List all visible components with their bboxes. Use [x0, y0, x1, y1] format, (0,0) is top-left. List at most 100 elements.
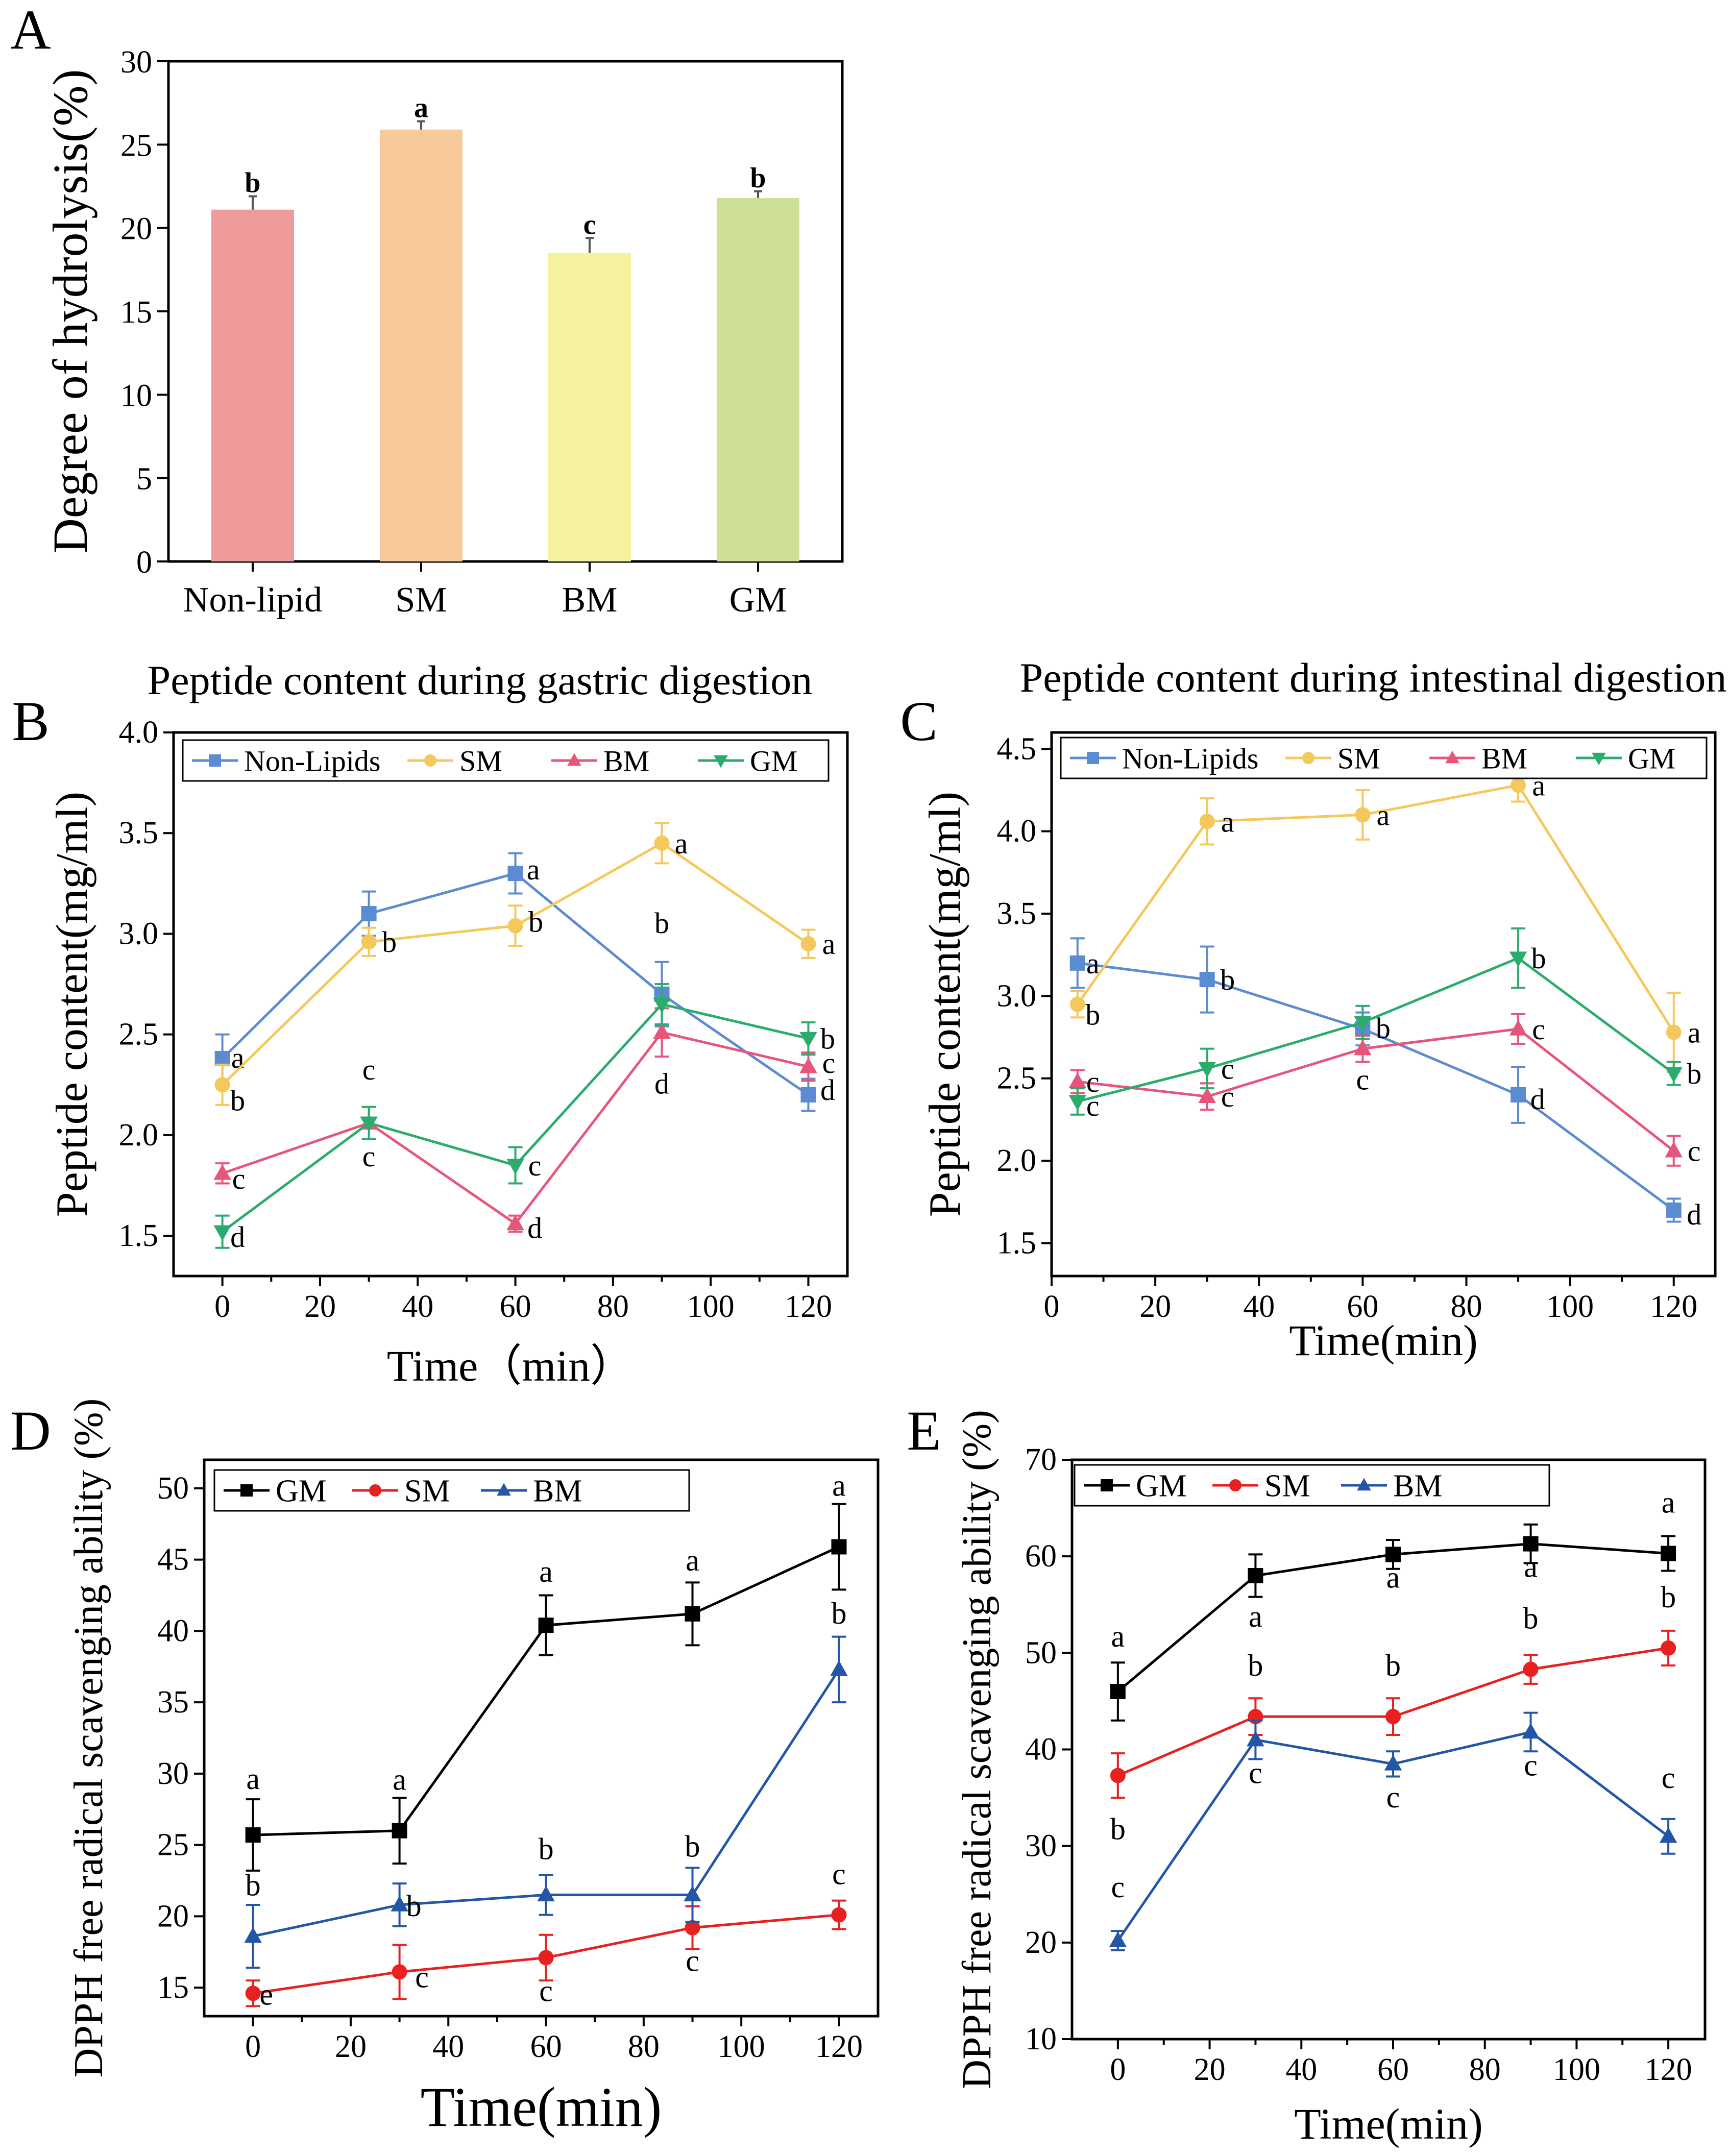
legend-marker — [567, 753, 581, 766]
data-point — [1523, 1661, 1539, 1677]
y-tick-label: 20 — [120, 212, 152, 247]
data-point — [1509, 951, 1527, 968]
significance-letter: b — [820, 1022, 835, 1056]
data-point — [800, 936, 816, 952]
significance-letter: a — [1688, 1016, 1701, 1049]
bar — [717, 198, 799, 561]
data-point — [831, 1539, 847, 1555]
data-point — [1247, 1730, 1264, 1747]
significance-letter: c — [822, 1046, 836, 1080]
y-tick-label: 3.5 — [997, 896, 1037, 931]
data-point — [1198, 1062, 1216, 1078]
data-point — [244, 1927, 262, 1943]
significance-letter: b — [1248, 1649, 1263, 1682]
data-point — [799, 1032, 817, 1048]
series-sm: e c c c c — [245, 1857, 847, 2011]
plot-frame — [172, 731, 849, 1278]
data-point — [1666, 1024, 1682, 1040]
data-point — [685, 1920, 700, 1935]
data-point — [1068, 1072, 1087, 1088]
legend-label: BM — [1481, 742, 1527, 775]
significance-letter: a — [822, 927, 836, 961]
plot-frame — [1050, 731, 1717, 1278]
legend: Non-Lipids SM BM GM — [182, 739, 830, 782]
legend-marker — [1087, 752, 1099, 764]
significance-letter: c — [1524, 1748, 1538, 1782]
y-tick-label: 5 — [136, 462, 152, 497]
data-point — [506, 1159, 524, 1175]
significance-letter: c — [1249, 1756, 1262, 1790]
significance-letter: b — [1085, 998, 1100, 1032]
significance-letter: a — [539, 1555, 553, 1588]
significance-letter: b — [831, 1597, 846, 1630]
panel-b: B Peptide content during gastric digestio… — [12, 657, 849, 1390]
y-tick-label: 35 — [157, 1685, 189, 1720]
x-axis-label: Time（min） — [387, 1341, 634, 1390]
significance-letter: b — [382, 925, 397, 959]
bar — [211, 209, 294, 561]
x-tick-label: 0 — [1044, 1289, 1060, 1324]
data-point — [1069, 955, 1085, 971]
significance-letter: b — [246, 1868, 261, 1902]
x-tick-label: 80 — [1451, 1289, 1482, 1324]
significance-letter: c — [583, 209, 596, 240]
significance-letter: c — [1221, 1080, 1234, 1113]
legend-marker — [1101, 1479, 1113, 1491]
data-point — [507, 918, 523, 934]
legend-label: Non-Lipids — [1122, 742, 1258, 775]
legend-label: SM — [1264, 1469, 1310, 1504]
legend-box — [1074, 1464, 1550, 1507]
data-point — [392, 1823, 407, 1839]
y-tick-label: 10 — [120, 378, 152, 413]
x-tick-label: 0 — [245, 2029, 261, 2064]
panel-label: C — [900, 690, 937, 752]
legend-box — [213, 1469, 690, 1512]
significance-letter: c — [1662, 1761, 1675, 1795]
data-point — [1355, 807, 1371, 823]
data-point — [1069, 996, 1085, 1012]
legend-marker — [497, 1483, 511, 1496]
y-axis-label: Degree of hydrolysis(%) — [43, 69, 98, 553]
data-point — [653, 1023, 671, 1039]
data-point — [361, 906, 377, 921]
data-point — [213, 1225, 231, 1241]
significance-letter: b — [750, 162, 766, 194]
y-tick-label: 50 — [1025, 1635, 1057, 1670]
significance-letter: c — [832, 1857, 846, 1891]
y-tick-label: 25 — [157, 1828, 189, 1863]
y-tick-label: 30 — [157, 1756, 189, 1791]
legend-label: GM — [276, 1474, 327, 1509]
y-tick-label: 1.5 — [119, 1218, 159, 1253]
x-tick-label: 120 — [785, 1289, 832, 1324]
x-tick-label: 20 — [1139, 1289, 1171, 1324]
significance-letter: c — [362, 1053, 376, 1086]
data-point — [1665, 1067, 1683, 1083]
data-point — [214, 1077, 230, 1093]
x-axis-label: Time(min) — [421, 2076, 662, 2138]
legend-label: BM — [1393, 1469, 1442, 1504]
data-point — [507, 866, 523, 881]
x-tick-label: 40 — [1285, 2052, 1317, 2087]
data-point — [1522, 1723, 1540, 1739]
significance-letter: c — [1086, 1089, 1100, 1122]
significance-letter: c — [1688, 1135, 1701, 1168]
data-point — [1199, 814, 1215, 829]
y-tick-label: 2.0 — [997, 1143, 1037, 1178]
data-point — [685, 1606, 700, 1622]
data-point — [653, 997, 671, 1014]
legend-label: SM — [1337, 742, 1380, 775]
bar — [548, 253, 631, 562]
plot-frame — [203, 1458, 880, 2018]
x-tick-label: SM — [395, 580, 447, 620]
significance-letter: a — [1524, 1550, 1538, 1584]
legend-marker — [1302, 752, 1314, 764]
significance-letter: c — [686, 1944, 699, 1978]
data-point — [391, 1896, 408, 1912]
significance-letter: d — [1687, 1198, 1701, 1231]
data-point — [684, 1885, 701, 1902]
legend-label: GM — [1628, 742, 1675, 775]
series-sm: b b b b b — [1110, 1580, 1676, 1846]
x-axis-label: Time(min) — [1289, 1316, 1478, 1365]
